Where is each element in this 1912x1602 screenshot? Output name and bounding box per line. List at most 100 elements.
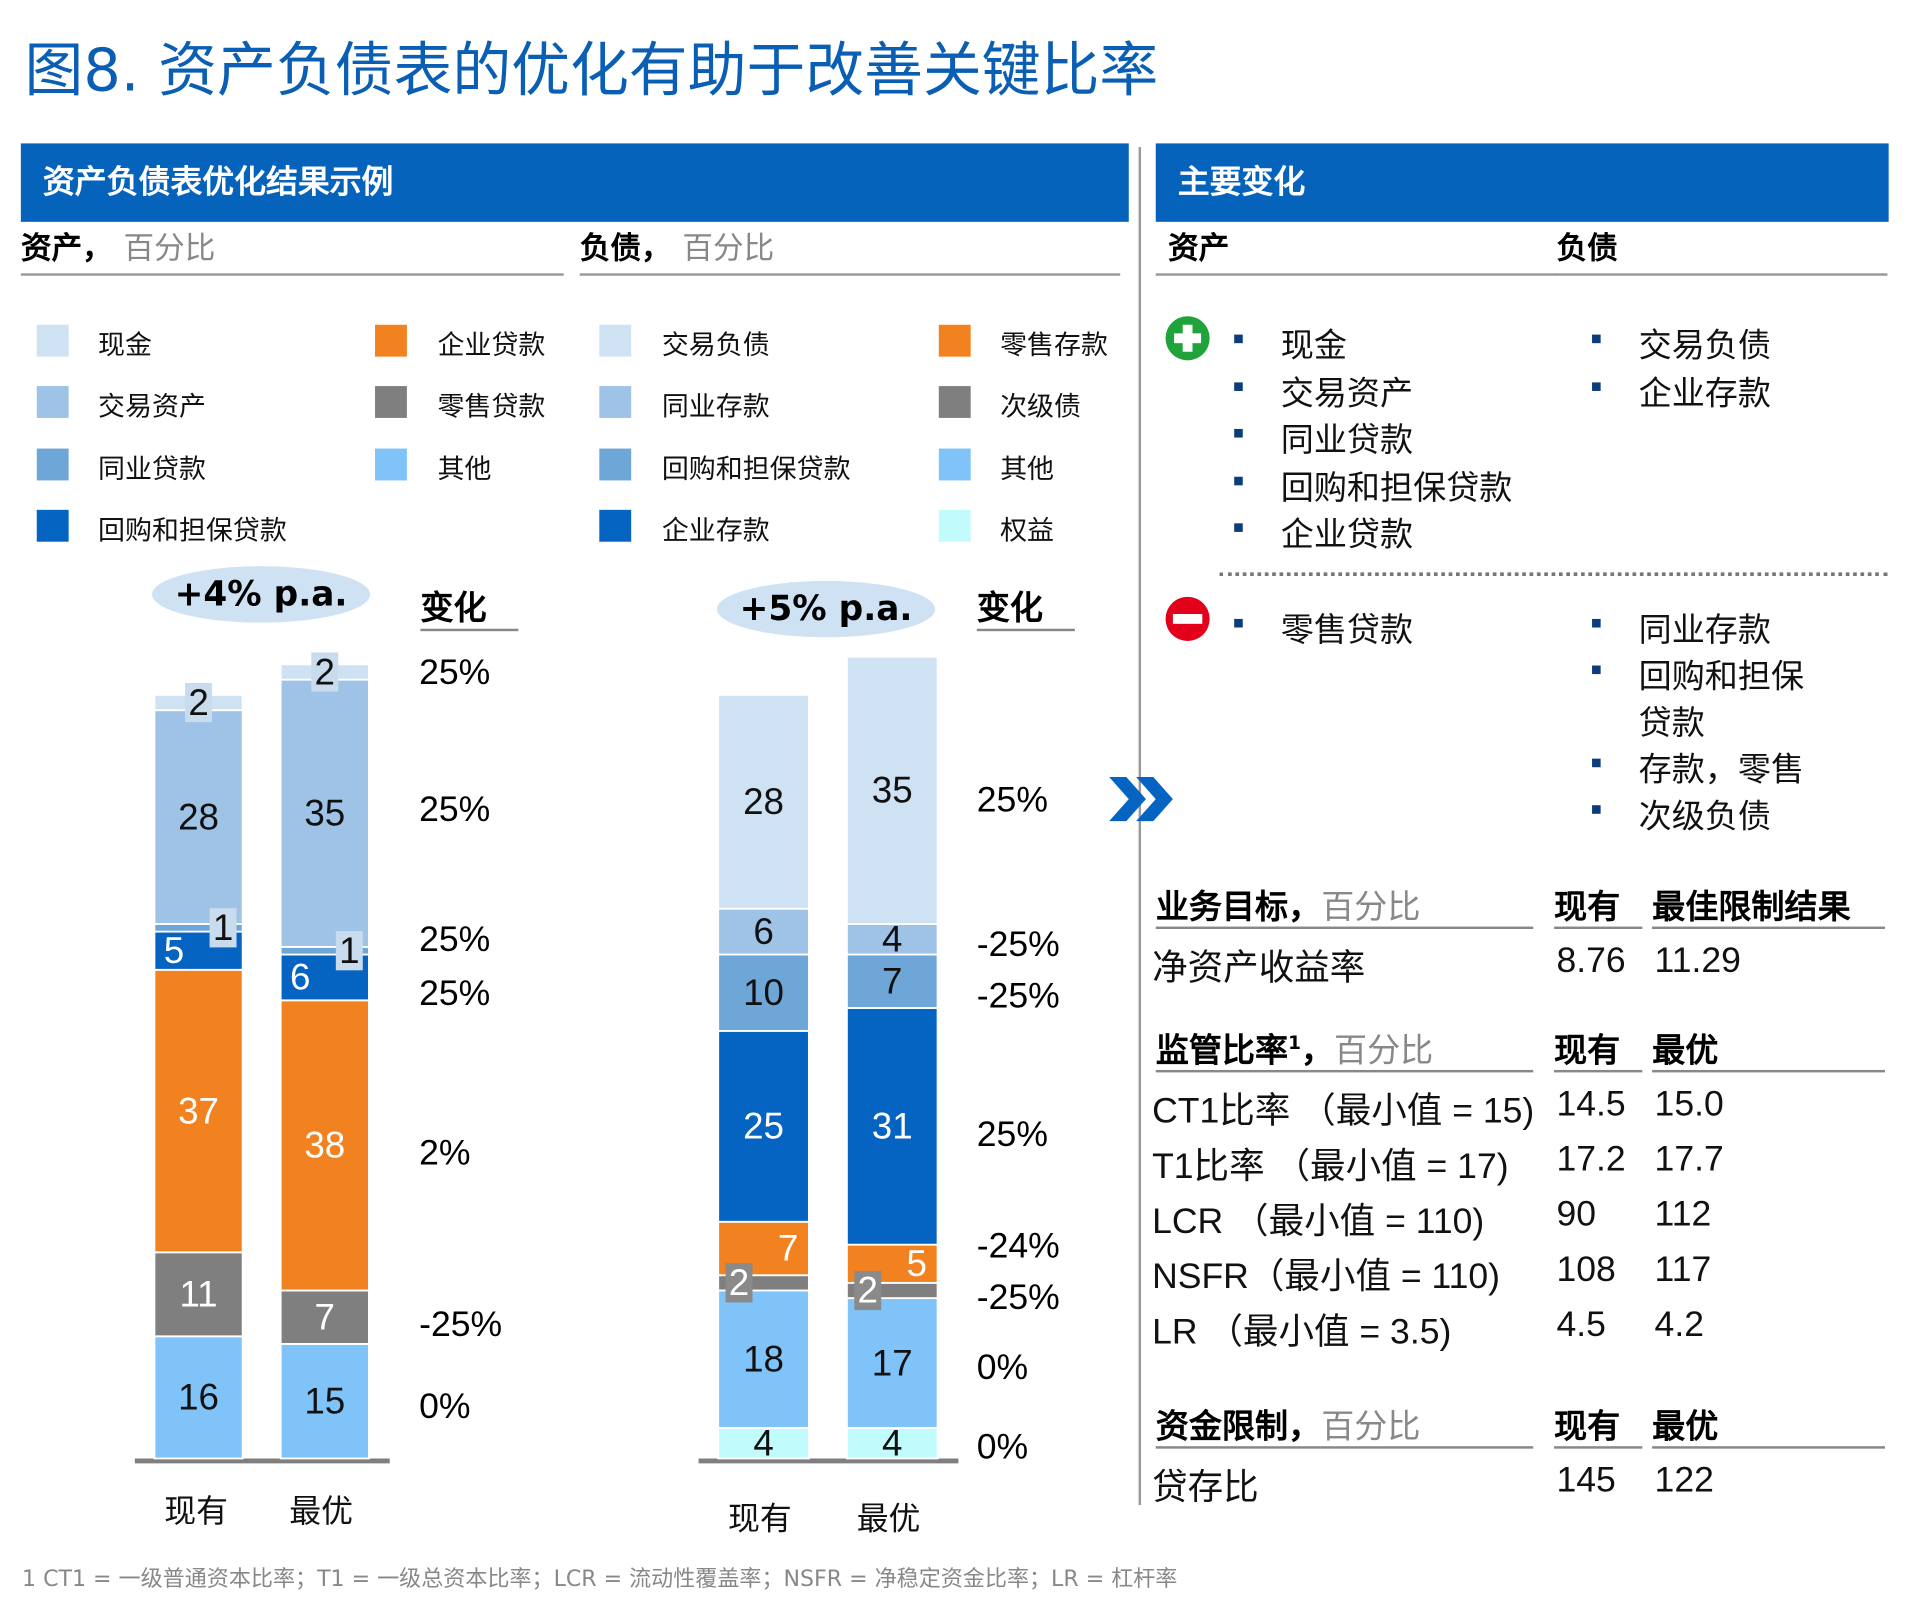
cell-optimal: 112 (1654, 1194, 1712, 1235)
change-label: 0% (419, 1386, 470, 1426)
data-label: 15 (304, 1380, 345, 1421)
col-optimal: 最优 (1652, 1023, 1885, 1073)
cell-current: 108 (1556, 1250, 1616, 1290)
legend-label: 权益 (1000, 515, 1055, 547)
cell-optimal: 15.0 (1654, 1084, 1724, 1124)
data-label: 5 (907, 1243, 927, 1284)
cell-current: 4.5 (1556, 1305, 1606, 1345)
data-label: 7 (315, 1296, 335, 1337)
data-label: 1 (213, 907, 233, 948)
list-item: 企业贷款 (1280, 515, 1414, 554)
data-label: 35 (872, 770, 913, 811)
data-label: 4 (753, 1422, 773, 1463)
footnote: 1 CT1 = 一级普通资本比率；T1 = 一级总资本比率；LCR = 流动性覆… (22, 1566, 1178, 1593)
data-label-box (335, 931, 363, 971)
assets-change-header: 变化 (420, 581, 519, 632)
legend-swatch (599, 324, 632, 357)
data-label-box (725, 1263, 753, 1303)
data-label: 35 (304, 793, 345, 834)
col-current: 现有 (1554, 1400, 1643, 1449)
cell-current: 145 (1556, 1460, 1616, 1501)
data-label: 7 (882, 961, 902, 1002)
unit: 百分比 (1321, 1408, 1421, 1447)
unit: 百分比 (1333, 1031, 1434, 1070)
cell-optimal: 17.7 (1654, 1139, 1724, 1180)
cell-current: 17.2 (1556, 1139, 1626, 1180)
data-label: 6 (753, 911, 773, 952)
data-label: 6 (290, 957, 310, 998)
cell-optimal: 11.29 (1654, 941, 1741, 981)
bar-segment (279, 678, 370, 948)
double-chevron-icon (1109, 777, 1173, 822)
change-label: -24% (977, 1225, 1060, 1265)
change-label: 25% (419, 973, 490, 1013)
change-label: 25% (419, 919, 490, 959)
bar-segment (279, 1343, 370, 1460)
biz-title: 业务目标， (1155, 888, 1322, 927)
data-label: 25 (743, 1106, 784, 1147)
list-item: 零售贷款 (1280, 611, 1414, 650)
legend-swatch (36, 324, 69, 357)
legend-label: 零售贷款 (437, 392, 546, 423)
plus-icon (1165, 316, 1210, 361)
cell-optimal: 122 (1654, 1460, 1714, 1501)
reg-title: 监管比率 (1155, 1031, 1289, 1070)
legend-swatch (375, 448, 407, 481)
bar-segment (717, 1289, 810, 1429)
bar-segment (153, 968, 244, 1254)
bullet-icon (1592, 618, 1601, 628)
data-label: 38 (304, 1125, 345, 1166)
page-title: 图8. 资产负债表的优化有助于改善关键比率 (24, 36, 1159, 106)
row-label: 贷存比 (1152, 1468, 1259, 1508)
data-label: 31 (872, 1106, 913, 1147)
data-label: 17 (872, 1342, 913, 1383)
legend-swatch (36, 509, 69, 542)
assets-subheader: 资产， 百分比 (20, 224, 564, 276)
cell-current: 8.76 (1556, 941, 1626, 981)
legend-swatch (599, 448, 632, 481)
list-item: 次级负债 (1638, 797, 1771, 836)
bar-segment (845, 1007, 939, 1246)
x-tick-label: 最优 (289, 1492, 353, 1530)
col-current: 现有 (1554, 1023, 1643, 1073)
fund-header: 资金限制，百分比 (1155, 1400, 1534, 1449)
legend-label: 回购和担保贷款 (661, 454, 851, 486)
assets-label: 资产， (20, 230, 113, 266)
data-label: 16 (178, 1377, 219, 1418)
list-item: 交易资产 (1280, 374, 1414, 413)
legend-label: 企业存款 (661, 515, 770, 547)
bullet-icon (1592, 758, 1601, 768)
bar-segment (279, 999, 370, 1292)
change-label: 25% (977, 779, 1048, 819)
data-label: 11 (179, 1274, 217, 1315)
data-label: 4 (882, 919, 902, 960)
bar-segment (845, 655, 939, 925)
legend-label: 回购和担保贷款 (98, 515, 287, 547)
panel-divider (1138, 147, 1142, 1506)
data-label: 4 (882, 1422, 902, 1463)
dotted-divider (1219, 572, 1888, 577)
legend-swatch (938, 448, 971, 481)
legend-swatch (36, 386, 69, 418)
legend-swatch (599, 386, 632, 418)
bullet-icon (1592, 334, 1601, 344)
fund-title: 资金限制， (1155, 1408, 1322, 1447)
data-label: 5 (164, 930, 184, 971)
change-label: 0% (977, 1426, 1028, 1466)
bullet-icon (1234, 428, 1243, 438)
cell-current: 14.5 (1556, 1084, 1626, 1124)
liab-label: 负债， (579, 230, 672, 266)
change-label: -25% (977, 975, 1060, 1015)
liab-growth-badge: +5% p.a. (716, 580, 936, 638)
assets-growth-badge: +4% p.a. (151, 566, 371, 623)
data-label: 10 (743, 972, 784, 1013)
cell-optimal: 117 (1654, 1250, 1712, 1290)
change-label: -25% (419, 1304, 502, 1344)
list-item: 同业贷款 (1280, 421, 1414, 460)
left-panel-header: 资产负债表优化结果示例 (20, 143, 1129, 222)
right-panel-header: 主要变化 (1155, 143, 1889, 222)
change-label: 25% (977, 1114, 1048, 1154)
data-label-box (209, 908, 237, 948)
